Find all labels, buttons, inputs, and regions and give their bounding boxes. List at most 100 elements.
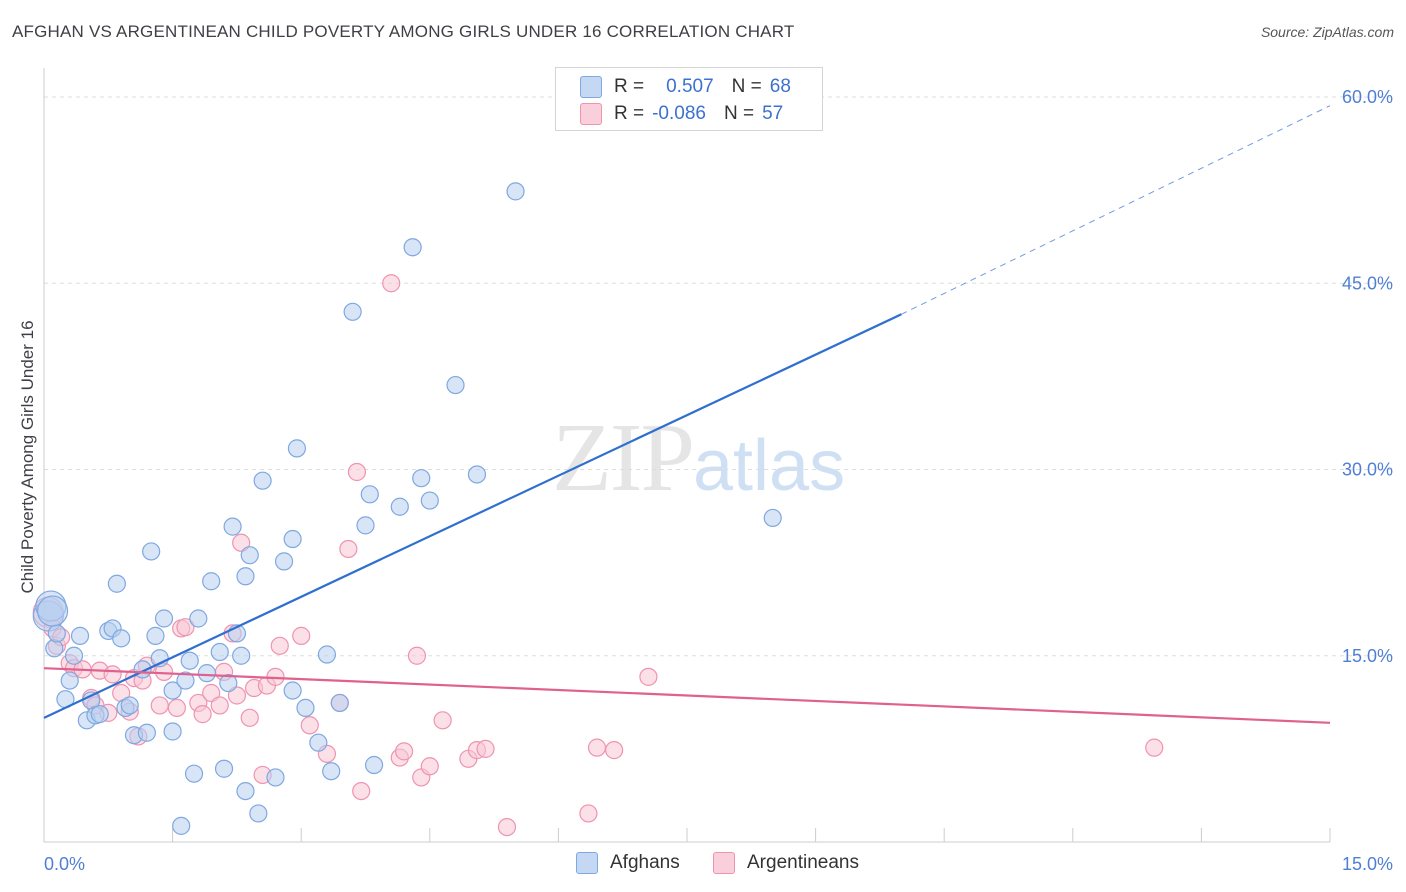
y-tick-label: 30.0%: [1342, 460, 1393, 480]
legend-item-argentineans[interactable]: Argentineans: [713, 852, 859, 874]
afghan-point: [296, 698, 315, 718]
argentinean-point: [420, 757, 439, 776]
argentinean-point: [150, 696, 169, 715]
argentinean-point: [476, 739, 495, 758]
afghan-point: [360, 485, 379, 504]
argentinean-point: [1145, 738, 1164, 757]
afghan-point: [249, 804, 268, 823]
legend-row-afghans: R = 0.507 N = 68: [580, 74, 791, 100]
argentinean-point: [210, 696, 229, 715]
afghan-point: [36, 595, 69, 627]
argentinean-point: [193, 705, 212, 724]
source-label: Source: ZipAtlas.com: [1260, 24, 1394, 40]
afghan-point: [60, 671, 79, 690]
argentinean-point: [240, 708, 259, 727]
legend-item-afghans[interactable]: Afghans: [576, 852, 680, 874]
r-value: -0.086: [652, 103, 706, 124]
afghan-point: [446, 375, 465, 395]
afghan-point: [64, 646, 84, 665]
afghan-point: [176, 671, 195, 690]
legend-label-argentineans: Argentineans: [747, 852, 859, 873]
data-points: [32, 182, 1164, 837]
afghan-point: [283, 681, 302, 700]
afghan-point: [112, 629, 131, 648]
afghan-point: [202, 572, 221, 591]
afghan-point: [163, 681, 182, 700]
x-tick-label: 15.0%: [1342, 854, 1393, 874]
correlation-legend: R = 0.507 N = 68 R = -0.086 N = 57: [555, 67, 823, 131]
afghan-point: [287, 439, 307, 458]
afghan-point: [412, 469, 431, 488]
argentinean-point: [497, 817, 517, 837]
argentineans-swatch: [713, 852, 735, 874]
afghans-swatch: [576, 852, 598, 874]
afghan-point: [283, 529, 302, 549]
afghan-point: [197, 664, 216, 683]
y-axis-label: Child Poverty Among Girls Under 16: [18, 320, 37, 593]
afghan-point: [189, 609, 208, 628]
afghan-point: [506, 182, 525, 201]
afghans-trend-extension: [901, 105, 1331, 315]
afghan-point: [420, 491, 439, 510]
y-tick-label: 15.0%: [1342, 646, 1393, 666]
n-label: N =: [723, 103, 755, 124]
legend-label-afghans: Afghans: [610, 852, 680, 873]
argentinean-point: [103, 665, 122, 684]
afghan-point: [236, 567, 255, 586]
afghan-point: [210, 642, 229, 662]
argentinean-point: [300, 716, 319, 735]
afghan-point: [274, 552, 294, 571]
argentinean-point: [339, 539, 358, 559]
afghan-point: [403, 238, 422, 257]
afghan-point: [317, 645, 337, 664]
afghan-point: [356, 516, 375, 535]
afghan-point: [172, 816, 191, 835]
afghan-point: [364, 755, 384, 775]
afghan-point: [214, 759, 234, 778]
afghan-point: [163, 722, 182, 741]
afghan-point: [184, 764, 204, 783]
argentinean-point: [394, 742, 414, 761]
argentinean-point: [433, 711, 452, 730]
argentinean-point: [579, 804, 598, 823]
afghan-point: [763, 508, 782, 528]
r-label: R =: [614, 76, 645, 97]
afghan-point: [236, 781, 255, 801]
afghan-point: [253, 471, 272, 490]
argentinean-point: [232, 533, 251, 552]
afghan-point: [137, 723, 156, 742]
r-value: 0.507: [666, 76, 714, 97]
argentinean-point: [605, 741, 624, 760]
afghan-point: [330, 693, 349, 713]
afghan-point: [309, 733, 328, 752]
trend-lines: [43, 105, 1331, 724]
n-value: 68: [769, 76, 791, 97]
argentinean-point: [639, 667, 658, 686]
argentinean-point: [227, 686, 246, 705]
afghan-point: [232, 646, 251, 665]
afghan-point: [390, 497, 409, 516]
afghan-point: [343, 302, 362, 321]
argentinean-point: [587, 738, 607, 757]
argentinean-point: [347, 462, 367, 482]
argentinean-point: [270, 636, 289, 655]
argentinean-point: [167, 698, 186, 718]
watermark-atlas: atlas: [693, 426, 846, 506]
argentinean-point: [382, 274, 401, 293]
n-value: 57: [762, 103, 784, 124]
afghan-point: [322, 762, 341, 781]
series-legend: Afghans Argentineans: [0, 852, 1406, 878]
afghan-point: [70, 626, 90, 645]
afghan-point: [47, 624, 66, 643]
afghan-point: [467, 465, 487, 484]
afghans-trend-line: [43, 313, 902, 719]
argentineans-trend-line: [43, 667, 1331, 724]
x-tick-label: 0.0%: [44, 854, 85, 874]
afghan-point: [223, 517, 242, 536]
argentinean-point: [176, 618, 195, 637]
afghan-point: [107, 574, 126, 593]
argentinean-point: [352, 781, 371, 801]
afghan-point: [154, 609, 174, 628]
afghans-swatch: [580, 76, 602, 98]
